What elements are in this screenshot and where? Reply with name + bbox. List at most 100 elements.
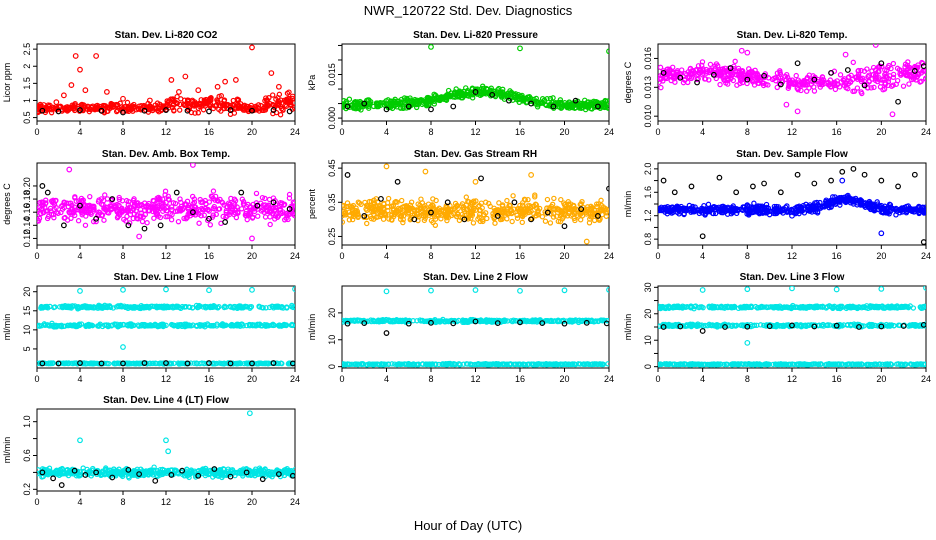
x-tick-label: 16 <box>204 127 214 137</box>
data-point-black <box>750 183 756 190</box>
cloud-point <box>259 194 266 201</box>
cloud-point <box>740 68 746 75</box>
cloud-point <box>819 78 826 84</box>
cloud-point <box>280 107 286 113</box>
cloud-point <box>688 68 695 74</box>
cloud-point <box>763 201 770 208</box>
cloud-point <box>279 360 285 367</box>
data-point-black <box>270 360 277 366</box>
cloud-point <box>477 218 483 225</box>
cloud-point <box>360 361 366 367</box>
cloud-point <box>696 70 702 76</box>
cloud-point <box>171 108 177 114</box>
cloud-point <box>469 86 476 92</box>
cloud-point <box>181 215 187 222</box>
data-point-black <box>761 180 767 187</box>
x-tick-label: 8 <box>745 127 750 137</box>
cloud-point <box>131 101 137 108</box>
cloud-point <box>532 194 538 200</box>
x-tick-label: 20 <box>876 127 886 137</box>
cloud-point <box>216 206 223 212</box>
cloud-point <box>128 304 134 311</box>
cloud-point <box>600 361 606 368</box>
x-tick-label: 20 <box>559 251 569 261</box>
cloud-point <box>550 361 556 368</box>
cloud-point <box>595 201 602 207</box>
cloud-point <box>60 202 66 208</box>
cloud-point <box>241 360 248 367</box>
cloud-point <box>884 74 890 80</box>
cloud-point <box>590 101 596 108</box>
cloud-point <box>569 207 575 213</box>
cloud-point <box>782 73 788 80</box>
data-point-colored <box>93 53 100 59</box>
cloud-point <box>707 61 714 68</box>
data-point-black <box>450 320 457 327</box>
cloud-point <box>915 207 921 213</box>
y-axis-label: ml/min <box>623 314 633 341</box>
data-point-black <box>472 318 479 325</box>
cloud-point <box>707 67 714 73</box>
cloud-point <box>556 104 562 110</box>
cloud-point <box>508 210 515 217</box>
cloud-point <box>157 214 164 221</box>
data-point-black <box>528 216 535 223</box>
cloud-point <box>774 84 780 91</box>
cloud-point <box>289 302 295 309</box>
cloud-point <box>73 323 79 329</box>
x-tick-label: 12 <box>470 127 480 137</box>
data-point-black <box>727 65 734 71</box>
data-point-colored <box>214 83 221 90</box>
cloud-point <box>749 68 755 75</box>
cloud-point <box>216 360 223 366</box>
data-point-colored <box>222 78 229 85</box>
cloud-point <box>76 304 83 310</box>
data-point-black <box>227 107 234 113</box>
cloud-point <box>85 322 92 328</box>
cloud-point <box>167 211 173 217</box>
cloud-point <box>208 193 215 199</box>
cloud-point <box>243 304 249 310</box>
cloud-point <box>91 305 98 311</box>
cloud-point <box>799 204 805 211</box>
cloud-point <box>799 81 806 87</box>
data-point-black <box>828 177 834 184</box>
cloud-point <box>874 206 881 213</box>
cloud-point <box>540 319 546 326</box>
data-point-black <box>699 233 706 240</box>
cloud-point <box>556 318 562 325</box>
panel-title: Stan. Dev. Li-820 CO2 <box>115 30 218 41</box>
y-axis-label: degrees C <box>2 183 12 225</box>
cloud-point <box>48 109 55 116</box>
cloud-point <box>568 318 574 324</box>
cloud-point <box>710 210 716 217</box>
x-tick-label: 20 <box>876 251 886 261</box>
cloud-point <box>468 200 474 206</box>
cloud-point <box>288 322 295 328</box>
data-point-colored <box>783 101 790 108</box>
data-point-black <box>505 97 512 104</box>
cloud-point <box>137 206 144 213</box>
y-tick-label: 10 <box>22 325 32 335</box>
data-point-colored <box>120 344 126 350</box>
x-tick-label: 8 <box>745 374 750 384</box>
cloud-point <box>80 107 86 114</box>
cloud-point <box>658 64 664 71</box>
cloud-point <box>511 94 518 101</box>
cloud-point <box>519 219 525 226</box>
data-point-black <box>777 81 784 88</box>
x-tick-label: 4 <box>700 251 705 261</box>
cloud-point <box>253 190 260 197</box>
cloud-point <box>154 199 160 206</box>
cloud-point <box>95 323 101 329</box>
cloud-point <box>157 323 164 329</box>
data-point-black <box>677 74 684 81</box>
cloud-point <box>578 210 585 216</box>
cloud-point <box>82 222 89 228</box>
cloud-point <box>142 211 149 218</box>
cloud-point <box>145 208 151 214</box>
cloud-point <box>475 203 481 210</box>
plot-frame <box>341 285 610 369</box>
cloud-point <box>850 196 857 202</box>
data-point-black <box>77 107 83 113</box>
